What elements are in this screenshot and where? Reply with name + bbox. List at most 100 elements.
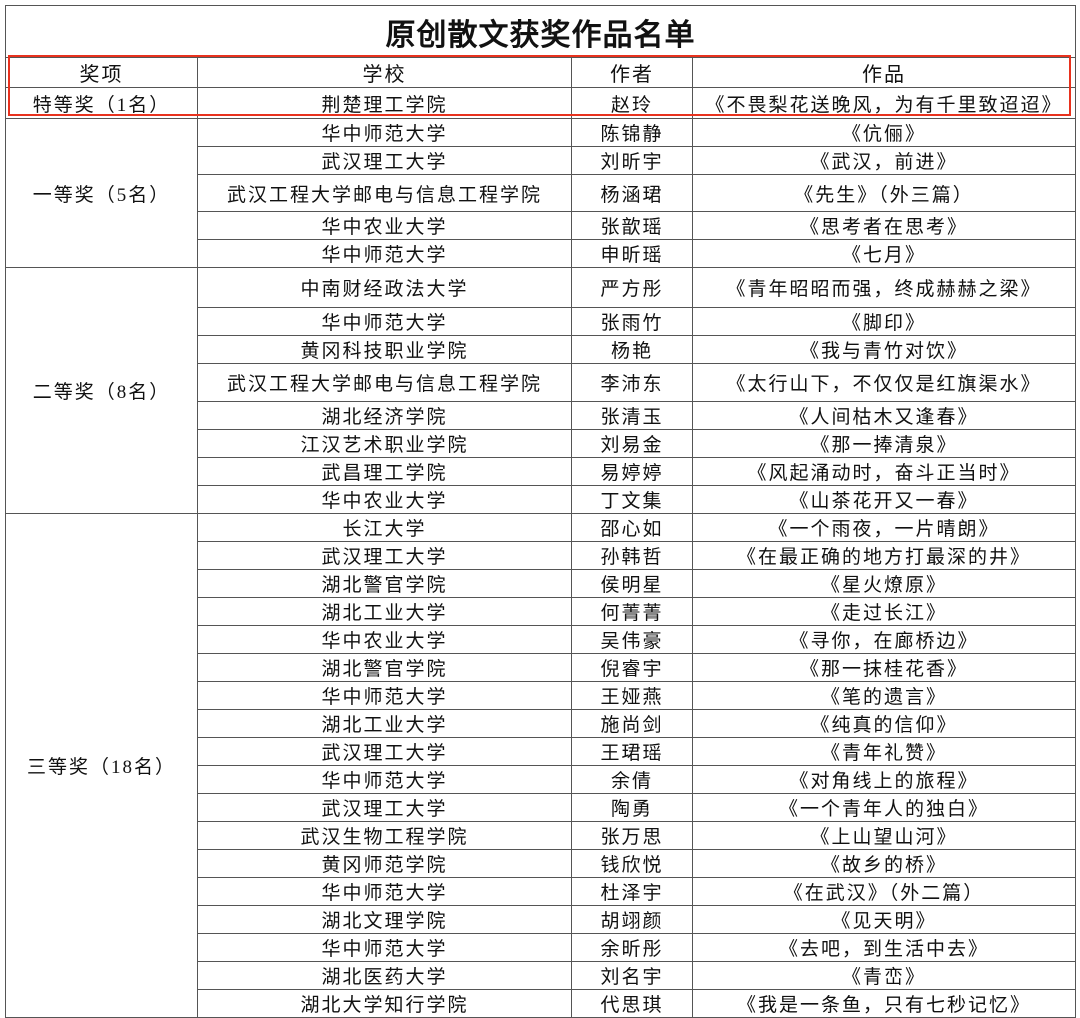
work-cell: 《不畏梨花送晚风，为有千里致迢迢》 bbox=[692, 87, 1076, 119]
author-cell: 张万思 bbox=[571, 821, 693, 850]
author-cell: 刘昕宇 bbox=[571, 146, 693, 175]
table-row: 三等奖（18名） 长江大学 邵心如 《一个雨夜，一片晴朗》 bbox=[5, 513, 1076, 1018]
table-row: 华中农业大学 张歆瑶 《思考者在思考》 bbox=[6, 211, 1076, 240]
column-header-work: 作品 bbox=[692, 57, 1076, 88]
table-row: 湖北医药大学 刘名宇 《青峦》 bbox=[6, 961, 1076, 990]
school-cell: 华中农业大学 bbox=[197, 485, 572, 514]
work-cell: 《脚印》 bbox=[692, 307, 1076, 336]
author-cell: 张清玉 bbox=[571, 401, 693, 430]
author-cell: 孙韩哲 bbox=[571, 541, 693, 570]
school-cell: 武汉理工大学 bbox=[197, 541, 572, 570]
school-cell: 黄冈科技职业学院 bbox=[197, 335, 572, 364]
work-cell: 《伉俪》 bbox=[692, 118, 1076, 147]
author-cell: 吴伟豪 bbox=[571, 625, 693, 654]
author-cell: 王娅燕 bbox=[571, 681, 693, 710]
table-row: 武汉理工大学 刘昕宇 《武汉，前进》 bbox=[6, 146, 1076, 175]
table-row: 二等奖（8名） 中南财经政法大学 严方彤 《青年昭昭而强，终成赫赫之梁》 bbox=[5, 267, 1076, 514]
school-cell: 华中农业大学 bbox=[197, 211, 572, 240]
table-row: 武汉工程大学邮电与信息工程学院 李沛东 《太行山下，不仅仅是红旗渠水》 bbox=[6, 363, 1076, 402]
work-cell: 《寻你，在廊桥边》 bbox=[692, 625, 1076, 654]
author-cell: 李沛东 bbox=[571, 363, 693, 402]
work-cell: 《我是一条鱼，只有七秒记忆》 bbox=[692, 989, 1076, 1018]
work-cell: 《星火燎原》 bbox=[692, 569, 1076, 598]
school-cell: 荆楚理工学院 bbox=[197, 87, 572, 119]
school-cell: 湖北工业大学 bbox=[197, 709, 572, 738]
author-cell: 侯明星 bbox=[571, 569, 693, 598]
school-cell: 湖北经济学院 bbox=[197, 401, 572, 430]
author-cell: 杨涵珺 bbox=[571, 174, 693, 212]
school-cell: 武汉理工大学 bbox=[197, 737, 572, 766]
table-row: 武汉理工大学 陶勇 《一个青年人的独白》 bbox=[6, 793, 1076, 822]
table-row: 华中农业大学 丁文集 《山茶花开又一春》 bbox=[6, 485, 1076, 514]
author-cell: 倪睿宇 bbox=[571, 653, 693, 682]
school-cell: 湖北医药大学 bbox=[197, 961, 572, 990]
work-cell: 《山茶花开又一春》 bbox=[692, 485, 1076, 514]
author-cell: 施尚剑 bbox=[571, 709, 693, 738]
author-cell: 胡翊颜 bbox=[571, 905, 693, 934]
school-cell: 武汉工程大学邮电与信息工程学院 bbox=[197, 174, 572, 212]
school-cell: 湖北工业大学 bbox=[197, 597, 572, 626]
school-cell: 华中师范大学 bbox=[197, 877, 572, 906]
school-cell: 武汉工程大学邮电与信息工程学院 bbox=[197, 363, 572, 402]
school-cell: 黄冈师范学院 bbox=[197, 849, 572, 878]
table-row: 黄冈科技职业学院 杨艳 《我与青竹对饮》 bbox=[6, 335, 1076, 364]
school-cell: 华中农业大学 bbox=[197, 625, 572, 654]
work-cell: 《青年礼赞》 bbox=[692, 737, 1076, 766]
work-cell: 《一个雨夜，一片晴朗》 bbox=[692, 513, 1076, 542]
table-row: 华中农业大学 吴伟豪 《寻你，在廊桥边》 bbox=[6, 625, 1076, 654]
work-cell: 《思考者在思考》 bbox=[692, 211, 1076, 240]
header-row: 奖项 学校 作者 作品 bbox=[5, 57, 1076, 88]
school-cell: 长江大学 bbox=[197, 513, 572, 542]
author-cell: 代思琪 bbox=[571, 989, 693, 1018]
author-cell: 余倩 bbox=[571, 765, 693, 794]
award-level-cell: 一等奖（5名） bbox=[5, 118, 198, 268]
table-row: 华中师范大学 张雨竹 《脚印》 bbox=[6, 307, 1076, 336]
work-cell: 《青年昭昭而强，终成赫赫之梁》 bbox=[692, 267, 1076, 308]
author-cell: 王珺瑶 bbox=[571, 737, 693, 766]
school-cell: 华中师范大学 bbox=[197, 118, 572, 147]
author-cell: 邵心如 bbox=[571, 513, 693, 542]
school-cell: 武汉生物工程学院 bbox=[197, 821, 572, 850]
author-cell: 刘易金 bbox=[571, 429, 693, 458]
work-cell: 《去吧，到生活中去》 bbox=[692, 933, 1076, 962]
table-row: 武昌理工学院 易婷婷 《风起涌动时，奋斗正当时》 bbox=[6, 457, 1076, 486]
table-row: 武汉工程大学邮电与信息工程学院 杨涵珺 《先生》（外三篇） bbox=[6, 174, 1076, 212]
work-cell: 《七月》 bbox=[692, 239, 1076, 268]
author-cell: 余昕彤 bbox=[571, 933, 693, 962]
school-cell: 湖北文理学院 bbox=[197, 905, 572, 934]
table-row: 华中师范大学 申昕瑶 《七月》 bbox=[6, 239, 1076, 268]
school-cell: 武汉理工大学 bbox=[197, 793, 572, 822]
column-header-author: 作者 bbox=[571, 57, 693, 88]
school-cell: 中南财经政法大学 bbox=[197, 267, 572, 308]
award-level-cell: 三等奖（18名） bbox=[5, 513, 198, 1018]
author-cell: 严方彤 bbox=[571, 267, 693, 308]
work-cell: 《笔的遗言》 bbox=[692, 681, 1076, 710]
award-level-cell: 特等奖（1名） bbox=[5, 87, 198, 119]
table-row: 湖北经济学院 张清玉 《人间枯木又逢春》 bbox=[6, 401, 1076, 430]
work-cell: 《见天明》 bbox=[692, 905, 1076, 934]
author-cell: 何菁菁 bbox=[571, 597, 693, 626]
school-cell: 华中师范大学 bbox=[197, 307, 572, 336]
author-cell: 刘名宇 bbox=[571, 961, 693, 990]
work-cell: 《人间枯木又逢春》 bbox=[692, 401, 1076, 430]
school-cell: 华中师范大学 bbox=[197, 933, 572, 962]
author-cell: 申昕瑶 bbox=[571, 239, 693, 268]
school-cell: 湖北警官学院 bbox=[197, 653, 572, 682]
work-cell: 《那一捧清泉》 bbox=[692, 429, 1076, 458]
table-row: 华中师范大学 余昕彤 《去吧，到生活中去》 bbox=[6, 933, 1076, 962]
work-cell: 《上山望山河》 bbox=[692, 821, 1076, 850]
table-row: 一等奖（5名） 华中师范大学 陈锦静 《伉俪》 bbox=[5, 118, 1076, 268]
work-cell: 《在武汉》（外二篇） bbox=[692, 877, 1076, 906]
school-cell: 武昌理工学院 bbox=[197, 457, 572, 486]
work-cell: 《风起涌动时，奋斗正当时》 bbox=[692, 457, 1076, 486]
school-cell: 江汉艺术职业学院 bbox=[197, 429, 572, 458]
work-cell: 《一个青年人的独白》 bbox=[692, 793, 1076, 822]
column-header-award: 奖项 bbox=[5, 57, 198, 88]
table-row: 武汉理工大学 王珺瑶 《青年礼赞》 bbox=[6, 737, 1076, 766]
author-cell: 杨艳 bbox=[571, 335, 693, 364]
work-cell: 《武汉，前进》 bbox=[692, 146, 1076, 175]
award-level-cell: 二等奖（8名） bbox=[5, 267, 198, 514]
work-cell: 《我与青竹对饮》 bbox=[692, 335, 1076, 364]
work-cell: 《在最正确的地方打最深的井》 bbox=[692, 541, 1076, 570]
table-row: 武汉生物工程学院 张万思 《上山望山河》 bbox=[6, 821, 1076, 850]
